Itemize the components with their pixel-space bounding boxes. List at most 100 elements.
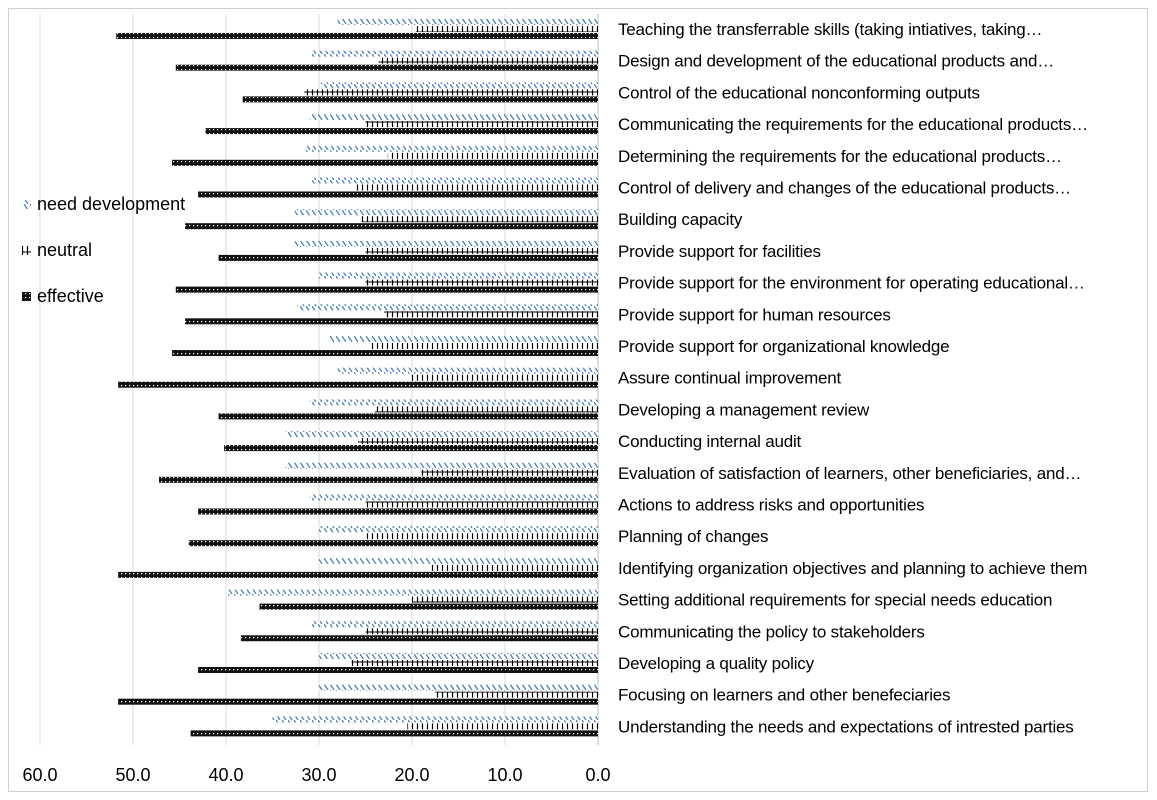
legend: need development neutral effective — [22, 194, 185, 306]
x-tick-label: 60.0 — [22, 765, 57, 785]
bar-neutral — [412, 374, 598, 381]
bar-effective — [218, 413, 598, 420]
bar-effective — [118, 571, 599, 578]
bar-effective — [172, 350, 598, 356]
bar-need-development — [319, 526, 598, 533]
bar-neutral — [378, 57, 598, 64]
legend-swatch-effective — [22, 292, 31, 301]
category-label: Conducting internal audit — [618, 432, 802, 451]
bar-need-development — [309, 114, 598, 121]
bar-need-development — [319, 557, 598, 564]
bar-need-development — [337, 367, 598, 374]
bar-effective — [118, 381, 599, 388]
bar-neutral — [358, 438, 598, 445]
bar-effective — [198, 508, 598, 515]
bar-neutral — [365, 279, 598, 286]
bar-neutral — [365, 533, 598, 540]
bar-neutral — [365, 247, 598, 254]
category-label: Actions to address risks and opportuniti… — [618, 496, 924, 515]
legend-swatch-neutral — [22, 246, 31, 255]
category-label: Provide support for the environment for … — [618, 274, 1085, 293]
bar-effective — [118, 698, 599, 705]
bar-need-development — [328, 336, 598, 342]
bar-neutral — [387, 152, 598, 159]
bar-neutral — [365, 501, 598, 508]
category-label: Planning of changes — [618, 527, 768, 546]
bars — [116, 19, 599, 737]
category-label: Provide support for facilities — [618, 242, 821, 261]
bar-effective — [198, 667, 598, 673]
bar-need-development — [311, 50, 598, 57]
bar-effective — [205, 128, 599, 135]
bar-effective — [185, 223, 598, 230]
bar-effective — [185, 318, 598, 325]
x-tick-labels: 60.0 50.0 40.0 30.0 20.0 10.0 0.0 — [22, 765, 610, 785]
x-tick-label: 50.0 — [115, 765, 150, 785]
bar-effective — [188, 540, 599, 547]
bar-need-development — [272, 716, 598, 723]
bar-neutral — [384, 311, 598, 318]
category-label: Evaluation of satisfaction of learners, … — [618, 464, 1081, 483]
bar-effective — [242, 96, 599, 103]
legend-swatch-need-development — [22, 200, 31, 209]
x-tick-label: 30.0 — [301, 765, 336, 785]
bar-need-development — [311, 621, 598, 628]
bar-need-development — [294, 240, 598, 247]
category-label: Design and development of the educationa… — [618, 52, 1054, 71]
category-label: Control of delivery and changes of the e… — [618, 179, 1071, 198]
bar-neutral — [356, 184, 598, 191]
bar-neutral — [412, 596, 598, 603]
bar-effective — [175, 64, 598, 71]
bar-need-development — [226, 589, 598, 596]
bar-effective — [159, 476, 599, 483]
bar-neutral — [304, 89, 598, 96]
category-label: Assure continual improvement — [618, 369, 842, 388]
bar-need-development — [319, 653, 598, 659]
bar-effective — [172, 159, 598, 166]
bar-need-development — [309, 494, 598, 501]
bar-neutral — [430, 564, 598, 571]
category-label: Communicating the policy to stakeholders — [618, 622, 925, 641]
bar-effective — [175, 286, 598, 293]
legend-label-effective: effective — [37, 286, 104, 306]
category-label: Provide support for organizational knowl… — [618, 337, 949, 356]
x-tick-label: 0.0 — [585, 765, 610, 785]
bar-neutral — [435, 691, 598, 698]
bar-effective — [259, 603, 598, 610]
bar-neutral — [374, 406, 598, 413]
bar-neutral — [365, 121, 598, 128]
bar-need-development — [304, 145, 598, 152]
bar-effective — [198, 191, 598, 198]
bar-need-development — [294, 209, 598, 216]
bar-need-development — [337, 19, 598, 25]
x-tick-label: 10.0 — [487, 765, 522, 785]
category-label: Identifying organization objectives and … — [618, 559, 1087, 578]
bar-need-development — [319, 272, 598, 279]
bar-need-development — [297, 304, 598, 311]
legend-label-neutral: neutral — [37, 240, 92, 260]
bar-neutral — [361, 216, 598, 223]
bar-effective — [218, 254, 598, 261]
bar-neutral — [407, 723, 598, 730]
category-label: Determining the requirements for the edu… — [618, 147, 1062, 166]
x-tick-label: 40.0 — [208, 765, 243, 785]
bar-neutral — [415, 26, 598, 32]
bar-effective — [224, 445, 598, 452]
legend-label-need-development: need development — [37, 194, 185, 214]
category-label: Understanding the needs and expectations… — [618, 717, 1074, 736]
bar-neutral — [421, 469, 598, 476]
category-label: Building capacity — [618, 210, 743, 229]
category-label: Teaching the transferrable skills (takin… — [618, 20, 1042, 39]
bar-effective — [190, 730, 598, 737]
bar-need-development — [285, 462, 598, 469]
category-label: Provide support for human resources — [618, 305, 891, 324]
bar-need-development — [319, 684, 598, 691]
category-label: Control of the educational nonconforming… — [618, 83, 980, 102]
category-label: Focusing on learners and other benefecia… — [618, 686, 950, 705]
bar-need-development — [309, 399, 598, 406]
bar-need-development — [320, 82, 598, 89]
category-label: Developing a quality policy — [618, 654, 815, 673]
x-tick-label: 20.0 — [394, 765, 429, 785]
